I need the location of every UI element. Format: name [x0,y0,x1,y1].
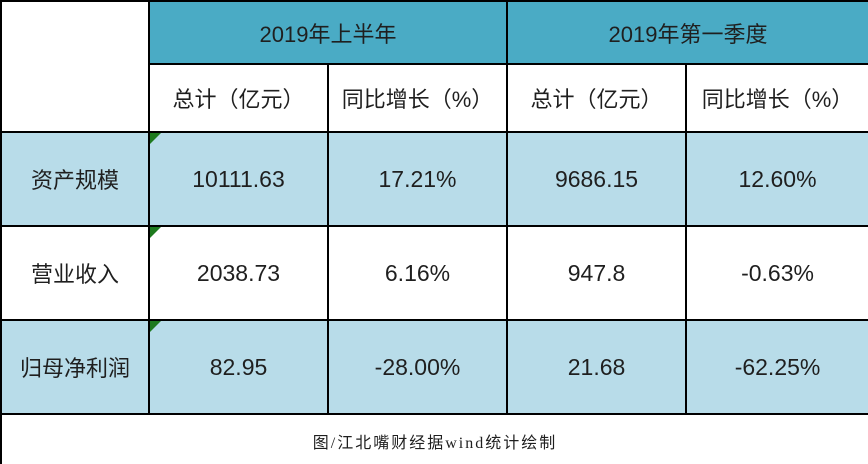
error-indicator-triangle-icon [150,227,161,238]
col-group-2019-h1: 2019年上半年 [147,0,509,65]
cell-revenue-total-h1: 2038.73 [148,225,329,321]
subheader-total-q1: 总计（亿元） [506,63,688,133]
subheader-yoy-q1: 同比增长（%） [685,63,868,133]
cell-value-text: 21.68 [567,353,626,380]
cell-net-profit-yoy-q1: -62.25% [685,319,868,415]
cell-value-text: 82.95 [209,353,268,380]
cell-value-text: 10111.63 [192,165,285,192]
table-row-assets: 资产规模 10111.63 17.21% 9686.15 12.60% [0,131,868,227]
cell-value-text: 947.8 [567,259,626,286]
sub-header-row: 总计（亿元） 同比增长（%） 总计（亿元） 同比增长（%） [1,63,868,133]
cell-value-text: 12.60% [738,165,817,192]
cell-revenue-yoy-h1: 6.16% [326,225,509,321]
cell-assets-total-q1: 9686.15 [506,131,688,227]
row-label-revenue: 营业收入 [0,225,150,321]
subheader-yoy-h1: 同比增长（%） [326,63,509,133]
cell-revenue-total-q1: 947.8 [506,225,688,321]
corner-cell [0,0,150,133]
group-header-row: 2019年上半年 2019年第一季度 [0,0,868,133]
error-indicator-triangle-icon [150,133,161,144]
row-label-assets: 资产规模 [0,131,150,227]
cell-net-profit-yoy-h1: -28.00% [326,319,509,415]
cell-value-text: -28.00% [374,353,461,380]
subheader-total-h1: 总计（亿元） [148,63,329,133]
col-group-2019-q1: 2019年第一季度 [506,0,868,65]
table-row-revenue: 营业收入 2038.73 6.16% 947.8 -0.63% [0,225,868,321]
cell-net-profit-total-h1: 82.95 [148,319,329,415]
source-note: 图/江北嘴财经据wind统计绘制 [0,413,868,464]
footer-row: 图/江北嘴财经据wind统计绘制 [0,413,868,464]
cell-value-text: 6.16% [384,259,451,286]
cell-net-profit-total-q1: 21.68 [506,319,688,415]
cell-value-text: 9686.15 [554,165,639,192]
error-indicator-triangle-icon [150,321,161,332]
cell-value-text: -62.25% [734,353,821,380]
cell-assets-yoy-q1: 12.60% [685,131,868,227]
cell-assets-yoy-h1: 17.21% [326,131,509,227]
cell-assets-total-h1: 10111.63 [148,131,329,227]
cell-value-text: -0.63% [741,259,814,286]
cell-revenue-yoy-q1: -0.63% [685,225,868,321]
cell-value-text: 2038.73 [196,259,281,286]
row-label-net-profit: 归母净利润 [0,319,150,415]
cell-value-text: 17.21% [378,165,457,192]
table-row-net-profit: 归母净利润 82.95 -28.00% 21.68 -62.25% [0,319,868,415]
